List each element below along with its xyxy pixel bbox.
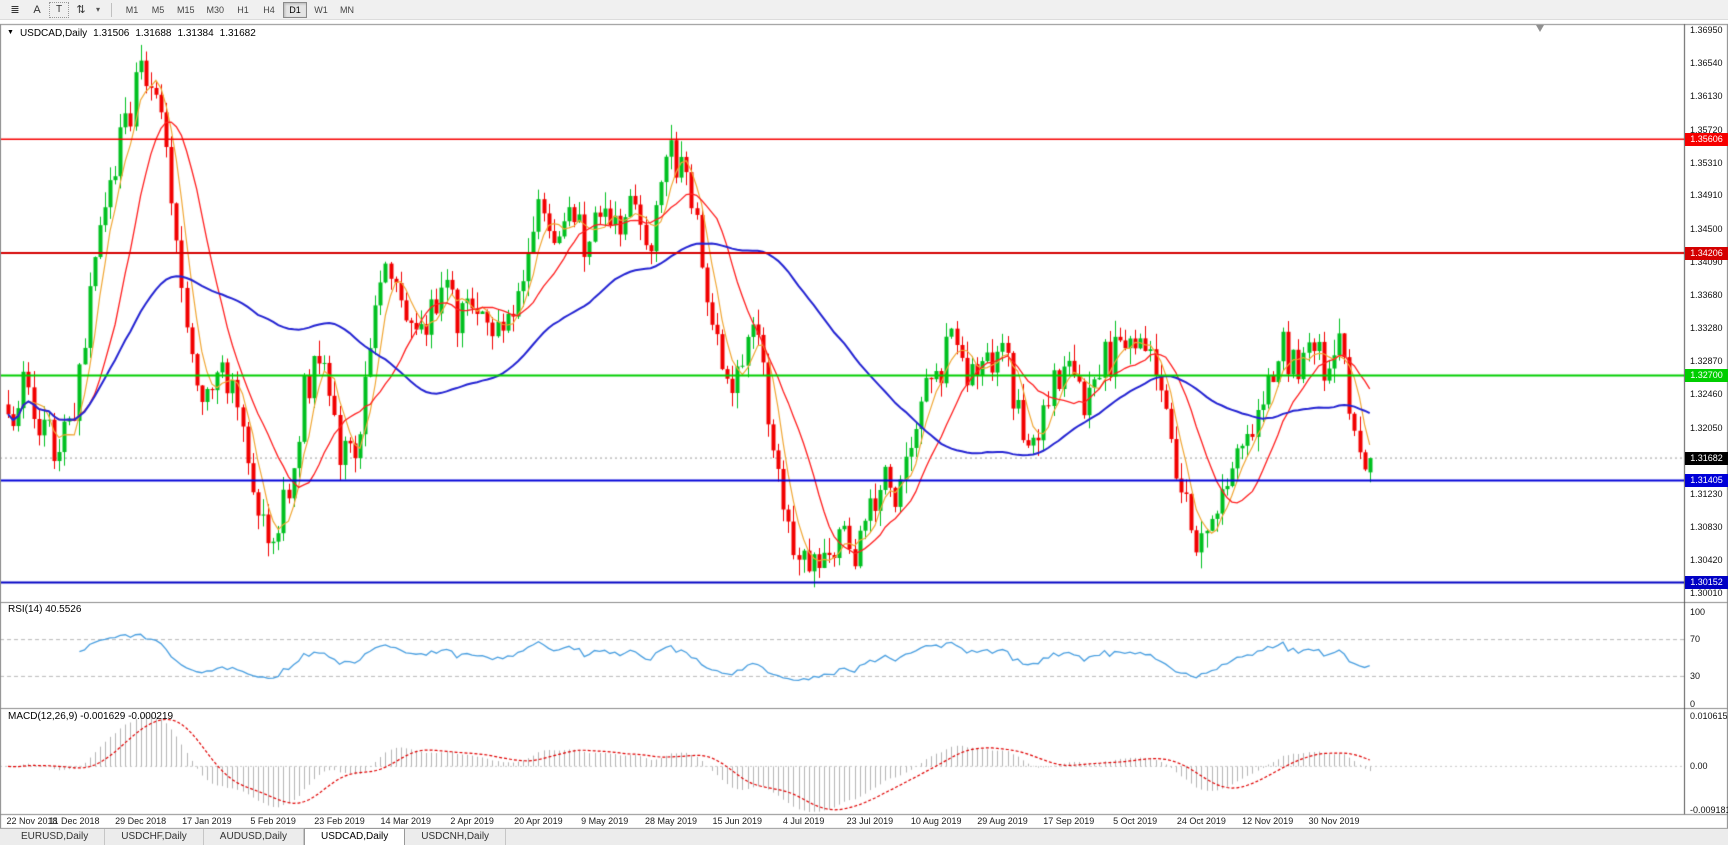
chart-title: ▼ USDCAD,Daily 1.31506 1.31688 1.31384 1… — [7, 28, 256, 39]
tab-audusd[interactable]: AUDUSD,Daily — [203, 829, 305, 845]
timeframe-w1-button[interactable]: W1 — [314, 4, 328, 15]
toolbar-separator — [111, 2, 112, 17]
timeframe-button-group: M1 M5 M15 M30 H1 H4 D1 W1 MN — [119, 1, 360, 18]
toolbar-icon-group: ≣ A T ⇅ ▾ — [4, 1, 104, 18]
cursor-mode-button[interactable]: A — [33, 3, 41, 16]
text-tool-button[interactable]: T — [49, 1, 69, 18]
chart-tabs-bar: EURUSD,Daily USDCHF,Daily AUDUSD,Daily USDC… — [0, 828, 1728, 845]
timeframe-mn-button[interactable]: MN — [340, 4, 355, 15]
tab-usdchf[interactable]: USDCHF,Daily — [105, 829, 204, 845]
ohlc-close-value: 1.31682 — [219, 28, 256, 39]
ohlc-low-value: 1.31384 — [177, 28, 214, 39]
timeframe-m15-button[interactable]: M15 — [177, 4, 195, 15]
chart-shift-marker[interactable] — [1536, 25, 1544, 32]
timeframe-m1-button[interactable]: M1 — [125, 4, 139, 15]
timeframe-d1-button[interactable]: D1 — [283, 1, 308, 18]
collapse-icon[interactable]: ▼ — [7, 29, 14, 36]
timeframe-h1-button[interactable]: H1 — [237, 4, 249, 15]
ohlc-open-value: 1.31506 — [93, 28, 130, 39]
macd-label: MACD(12,26,9) -0.001629 -0.000219 — [8, 711, 174, 722]
ohlc-high-value: 1.31688 — [135, 28, 172, 39]
timeframe-m5-button[interactable]: M5 — [151, 4, 165, 15]
chart-list-icon[interactable]: ≣ — [10, 4, 20, 16]
tab-usdcnh[interactable]: USDCNH,Daily — [405, 829, 507, 845]
dropdown-caret-icon[interactable]: ▾ — [95, 5, 100, 14]
rsi-label: RSI(14) 40.5526 — [8, 604, 82, 615]
timeframe-m30-button[interactable]: M30 — [206, 4, 225, 15]
timeframe-h4-button[interactable]: H4 — [263, 4, 275, 15]
tab-eurusd[interactable]: EURUSD,Daily — [5, 829, 106, 845]
tab-usdcad[interactable]: USDCAD,Daily — [304, 828, 406, 845]
chart-symbol-label: USDCAD,Daily — [19, 28, 88, 39]
arrange-windows-button[interactable]: ⇅ — [76, 4, 86, 16]
toolbar: ≣ A T ⇅ ▾ M1 M5 M15 M30 H1 H4 D1 W1 MN — [0, 0, 1728, 20]
